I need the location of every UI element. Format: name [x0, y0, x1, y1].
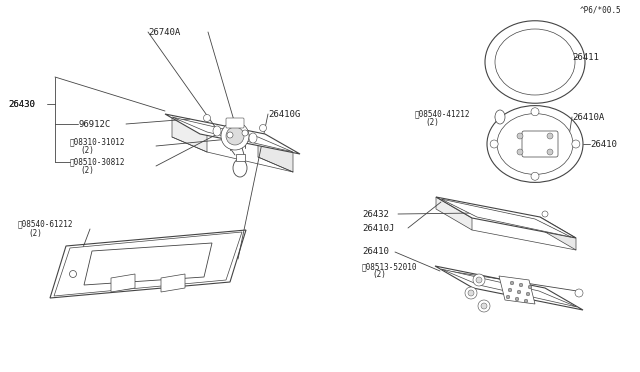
Ellipse shape — [497, 113, 573, 174]
Circle shape — [531, 172, 539, 180]
Circle shape — [506, 295, 510, 299]
Text: 96912C: 96912C — [78, 119, 110, 128]
FancyBboxPatch shape — [226, 118, 244, 128]
Circle shape — [221, 122, 249, 150]
FancyBboxPatch shape — [236, 154, 244, 160]
Circle shape — [531, 108, 539, 116]
Circle shape — [575, 289, 583, 297]
Polygon shape — [436, 197, 576, 238]
Polygon shape — [161, 274, 185, 292]
Text: ^P6/*00.5: ^P6/*00.5 — [580, 6, 621, 15]
Circle shape — [227, 132, 233, 138]
Circle shape — [204, 115, 211, 122]
FancyBboxPatch shape — [522, 131, 558, 157]
Circle shape — [526, 292, 530, 296]
Text: 倈08510-30812: 倈08510-30812 — [70, 157, 125, 167]
Circle shape — [517, 133, 523, 139]
Polygon shape — [435, 266, 583, 310]
Text: 26432: 26432 — [362, 209, 389, 218]
Polygon shape — [436, 197, 472, 230]
Text: 倈08540-41212: 倈08540-41212 — [415, 109, 470, 119]
Text: 倈08540-61212: 倈08540-61212 — [18, 219, 74, 228]
Circle shape — [478, 300, 490, 312]
Text: 26740A: 26740A — [148, 28, 180, 36]
Text: (2): (2) — [80, 145, 94, 154]
Text: 26411: 26411 — [572, 52, 599, 61]
Text: (2): (2) — [372, 270, 386, 279]
Text: (2): (2) — [28, 228, 42, 237]
Ellipse shape — [487, 106, 583, 182]
Polygon shape — [172, 117, 207, 152]
Text: 倈08310-31012: 倈08310-31012 — [70, 138, 125, 147]
Text: 26410J: 26410J — [362, 224, 394, 232]
Circle shape — [508, 288, 512, 292]
Circle shape — [519, 283, 523, 287]
Polygon shape — [258, 137, 293, 172]
Polygon shape — [499, 276, 535, 304]
Circle shape — [468, 290, 474, 296]
Polygon shape — [50, 230, 246, 298]
Circle shape — [547, 149, 553, 155]
Polygon shape — [172, 117, 293, 152]
Polygon shape — [441, 269, 577, 307]
Text: 26410A: 26410A — [572, 112, 604, 122]
Polygon shape — [540, 217, 576, 250]
Circle shape — [528, 285, 532, 289]
Polygon shape — [84, 243, 212, 285]
Circle shape — [259, 125, 266, 131]
Ellipse shape — [495, 29, 575, 95]
Circle shape — [524, 299, 528, 303]
Ellipse shape — [249, 133, 257, 143]
Text: 26410: 26410 — [362, 247, 389, 257]
Circle shape — [510, 281, 514, 285]
Polygon shape — [54, 232, 242, 296]
Text: 倈08513-52010: 倈08513-52010 — [362, 263, 417, 272]
Circle shape — [242, 130, 248, 136]
Circle shape — [547, 133, 553, 139]
Ellipse shape — [495, 110, 505, 124]
Circle shape — [515, 297, 519, 301]
Circle shape — [476, 277, 482, 283]
Ellipse shape — [485, 21, 585, 103]
Polygon shape — [111, 274, 135, 292]
Circle shape — [481, 303, 487, 309]
Ellipse shape — [233, 159, 247, 177]
Text: 26410G: 26410G — [268, 109, 300, 119]
Text: (2): (2) — [425, 118, 439, 126]
Circle shape — [465, 287, 477, 299]
Circle shape — [542, 211, 548, 217]
Circle shape — [226, 127, 244, 145]
Circle shape — [517, 290, 521, 294]
Ellipse shape — [213, 126, 221, 136]
Circle shape — [490, 140, 498, 148]
Text: 26430: 26430 — [8, 99, 35, 109]
Text: 26410: 26410 — [590, 140, 617, 148]
Polygon shape — [165, 114, 300, 154]
Polygon shape — [441, 199, 571, 237]
Circle shape — [70, 270, 77, 278]
Circle shape — [473, 274, 485, 286]
Circle shape — [517, 149, 523, 155]
Circle shape — [572, 140, 580, 148]
Text: (2): (2) — [80, 166, 94, 174]
Text: 26430: 26430 — [8, 99, 35, 109]
